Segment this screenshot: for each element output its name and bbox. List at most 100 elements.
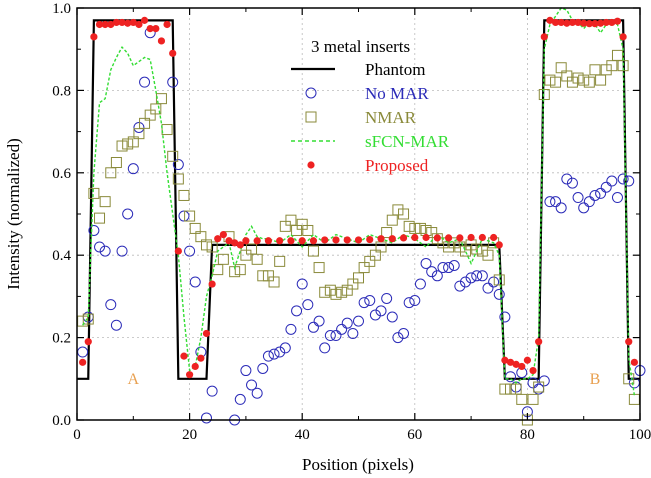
- grid-lines: [77, 8, 640, 420]
- plot-frame: [76, 7, 641, 421]
- data-point: [319, 342, 331, 354]
- x-tick-label: 100: [629, 427, 651, 443]
- data-point: [540, 33, 548, 41]
- data-point: [516, 393, 528, 405]
- data-point: [324, 330, 336, 342]
- data-point: [169, 49, 177, 57]
- data-point: [546, 16, 554, 24]
- data-point: [180, 352, 188, 360]
- data-point: [557, 18, 565, 27]
- data-point: [313, 262, 325, 274]
- data-point: [178, 210, 190, 222]
- data-point: [533, 381, 545, 393]
- data-point: [600, 64, 612, 76]
- data-point: [336, 323, 348, 335]
- data-point: [538, 375, 550, 387]
- data-point: [285, 214, 297, 226]
- data-point: [551, 18, 560, 27]
- data-point: [268, 348, 280, 360]
- data-point: [611, 49, 623, 61]
- data-point: [591, 20, 599, 28]
- data-point: [619, 33, 627, 41]
- data-point: [399, 234, 408, 242]
- data-point: [206, 241, 218, 253]
- data-point: [206, 385, 218, 397]
- data-point: [426, 266, 438, 278]
- data-point: [482, 282, 494, 294]
- legend-swatch: [305, 111, 317, 123]
- data-point: [437, 262, 449, 274]
- legend-title: 3 metal inserts: [311, 37, 410, 56]
- data-point: [279, 342, 291, 354]
- data-point: [274, 346, 286, 358]
- data-point: [150, 103, 162, 115]
- data-point: [578, 74, 590, 86]
- data-point: [313, 315, 325, 327]
- data-point: [105, 167, 117, 179]
- data-point: [595, 187, 607, 199]
- data-point: [110, 157, 122, 168]
- data-point: [369, 249, 381, 261]
- data-point: [617, 173, 629, 185]
- data-point: [336, 286, 348, 298]
- data-point: [364, 295, 376, 307]
- data-point: [110, 319, 122, 331]
- data-point: [561, 70, 573, 82]
- data-point: [174, 247, 182, 255]
- x-axis-label: Position (pixels): [302, 455, 414, 474]
- data-point: [456, 234, 464, 242]
- data-point: [563, 19, 571, 27]
- data-point: [251, 253, 263, 265]
- x-tick-label: 0: [73, 427, 81, 443]
- data-point: [611, 192, 623, 204]
- x-tick-label: 20: [182, 427, 197, 443]
- data-point: [225, 237, 233, 245]
- data-point: [264, 237, 273, 245]
- data-point: [107, 20, 115, 29]
- x-tick-label: 40: [295, 427, 310, 443]
- data-point: [324, 284, 336, 296]
- data-point: [118, 18, 126, 27]
- data-point: [330, 288, 342, 300]
- data-point: [124, 19, 132, 27]
- data-point: [414, 222, 426, 234]
- data-point: [381, 292, 393, 304]
- data-point: [392, 332, 404, 344]
- data-point: [501, 356, 509, 364]
- data-point: [105, 299, 117, 311]
- data-point: [544, 196, 556, 208]
- data-point: [212, 264, 224, 276]
- data-point: [94, 212, 106, 224]
- data-point: [234, 264, 246, 276]
- axis-ticks: 0 20 40 60 80 100 0.0 0.2 0.4 0.6 0.8 1.0: [52, 1, 651, 443]
- data-point: [274, 255, 286, 267]
- data-point: [296, 278, 308, 290]
- data-point: [448, 260, 460, 271]
- x-tick-label: 60: [407, 427, 422, 443]
- data-point: [163, 20, 171, 29]
- series-layer: [77, 7, 646, 426]
- data-point: [347, 327, 359, 339]
- region-label: B: [590, 371, 601, 388]
- series-phantom: [77, 19, 640, 380]
- legend: 3 metal inserts Phantom No MAR NMAR sFCN-MA…: [291, 37, 450, 175]
- y-tick-label: 0.4: [52, 248, 71, 264]
- data-point: [135, 20, 143, 29]
- data-point: [302, 299, 314, 311]
- data-point: [246, 379, 258, 391]
- data-point: [388, 235, 396, 243]
- data-point: [184, 210, 196, 222]
- data-point: [152, 25, 160, 33]
- data-point: [555, 62, 567, 74]
- data-point: [240, 365, 252, 377]
- data-point: [499, 383, 511, 395]
- data-point: [366, 235, 374, 244]
- data-point: [550, 76, 562, 88]
- data-point: [555, 202, 567, 214]
- data-point: [478, 233, 486, 242]
- data-point: [403, 220, 415, 232]
- y-tick-label: 0.6: [52, 166, 71, 182]
- series-nmar: [77, 49, 640, 426]
- data-point: [506, 358, 515, 366]
